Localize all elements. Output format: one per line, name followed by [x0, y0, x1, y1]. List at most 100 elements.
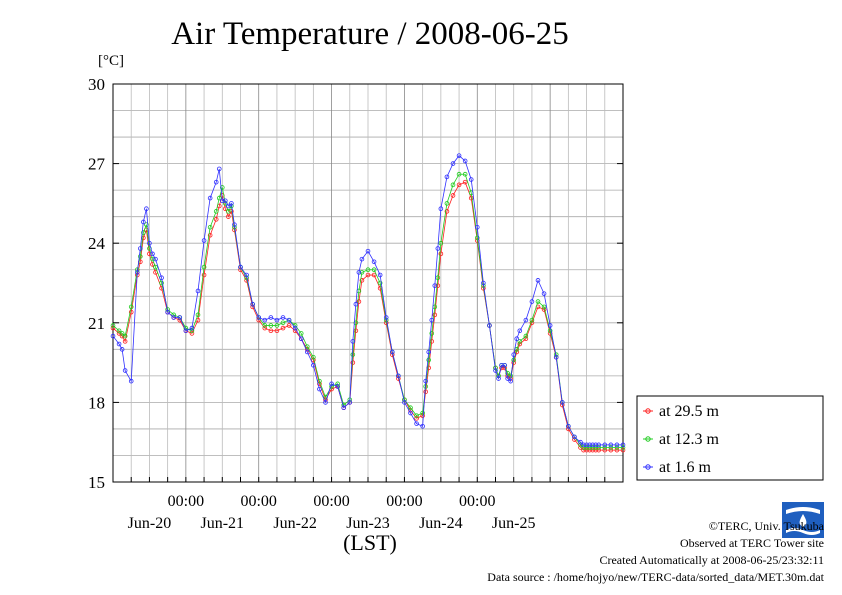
data-point — [274, 323, 280, 328]
data-point — [587, 442, 592, 448]
data-point — [572, 434, 577, 440]
data-point — [529, 299, 535, 304]
data-point — [116, 341, 122, 347]
data-point — [268, 323, 274, 328]
data-point — [147, 240, 152, 246]
data-point — [304, 344, 310, 349]
data-point — [547, 323, 553, 328]
data-point — [353, 301, 359, 307]
data-point — [119, 347, 125, 352]
data-point — [578, 439, 583, 445]
data-point — [356, 299, 362, 304]
data-point — [298, 331, 304, 336]
data-point — [620, 442, 626, 448]
data-point — [311, 362, 316, 368]
data-point — [581, 442, 586, 448]
data-point — [280, 325, 286, 331]
x-date-label: Jun-22 — [273, 515, 317, 532]
data-point — [432, 312, 438, 318]
data-point — [438, 206, 444, 212]
data-point — [444, 209, 450, 214]
data-point — [226, 209, 231, 214]
credits-block: ©TERC, Univ. Tsukuba Observed at TERC To… — [487, 518, 824, 586]
data-point — [141, 219, 146, 225]
data-point — [462, 171, 468, 177]
x-time-label: 00:00 — [386, 493, 422, 510]
data-point — [350, 352, 356, 357]
data-point — [493, 368, 498, 373]
data-point — [602, 445, 608, 450]
y-tick-label: 30 — [88, 75, 105, 94]
legend-label: at 12.3 m — [659, 431, 720, 448]
data-point — [144, 222, 149, 227]
data-point — [110, 323, 116, 328]
data-point — [116, 328, 122, 334]
chart-title: Air Temperature / 2008-06-25 — [171, 16, 569, 52]
data-point — [317, 386, 322, 392]
data-point — [232, 222, 237, 227]
legend-swatch-marker — [645, 464, 651, 470]
x-time-label: 00:00 — [168, 493, 204, 510]
data-point — [371, 267, 377, 273]
data-point — [414, 416, 419, 421]
data-point — [189, 325, 195, 331]
data-point — [223, 198, 228, 204]
data-point — [229, 201, 234, 206]
data-point — [365, 248, 371, 254]
series-line — [112, 181, 623, 451]
data-point — [450, 161, 456, 166]
legend: at 29.5 m at 12.3 m at 1.6 m — [636, 395, 824, 481]
data-point — [508, 378, 513, 384]
data-point — [189, 331, 195, 336]
data-point — [426, 349, 432, 355]
data-point — [581, 445, 586, 450]
data-point — [268, 315, 274, 320]
data-point — [138, 254, 143, 259]
data-point — [274, 328, 280, 334]
data-point — [359, 256, 365, 262]
data-point — [262, 317, 268, 323]
data-point — [347, 400, 353, 405]
data-point — [359, 278, 365, 283]
data-point — [329, 381, 334, 387]
data-point — [505, 370, 510, 376]
data-point — [402, 400, 407, 405]
data-point — [292, 325, 298, 331]
data-point — [122, 339, 128, 344]
data-point — [365, 272, 371, 278]
data-point — [201, 272, 207, 278]
data-point — [559, 400, 565, 405]
data-point — [474, 224, 480, 230]
x-date-label: Jun-25 — [492, 515, 536, 532]
data-point — [481, 280, 486, 286]
created-text: Created Automatically at 2008-06-25/23:3… — [599, 553, 824, 567]
grid — [113, 84, 623, 482]
data-point — [593, 445, 598, 450]
data-point — [150, 256, 155, 262]
legend-swatch-marker — [645, 436, 651, 442]
data-point — [435, 275, 441, 280]
x-date-label: Jun-21 — [201, 515, 245, 532]
legend-box — [636, 395, 824, 481]
data-point — [587, 447, 592, 453]
data-point — [122, 368, 128, 373]
data-point — [171, 312, 177, 318]
data-point — [122, 333, 128, 339]
data-point — [432, 283, 438, 288]
data-point — [371, 272, 377, 278]
data-point — [280, 320, 286, 326]
data-point — [535, 299, 541, 304]
legend-label: at 1.6 m — [659, 459, 712, 476]
data-point — [216, 166, 222, 172]
data-point — [383, 315, 389, 320]
x-date-label: Jun-24 — [419, 515, 463, 532]
data-point — [226, 214, 231, 219]
axis-ticks: 15 18 21 24 27 30 00:00 00:00 00:00 00:00 00:00 Jun… — [88, 75, 623, 532]
series-line — [112, 155, 623, 446]
data-point — [468, 177, 474, 182]
data-point — [590, 442, 595, 448]
data-point — [183, 328, 189, 334]
data-point — [420, 423, 425, 429]
y-tick-label: 18 — [88, 393, 105, 412]
data-point — [144, 206, 149, 212]
